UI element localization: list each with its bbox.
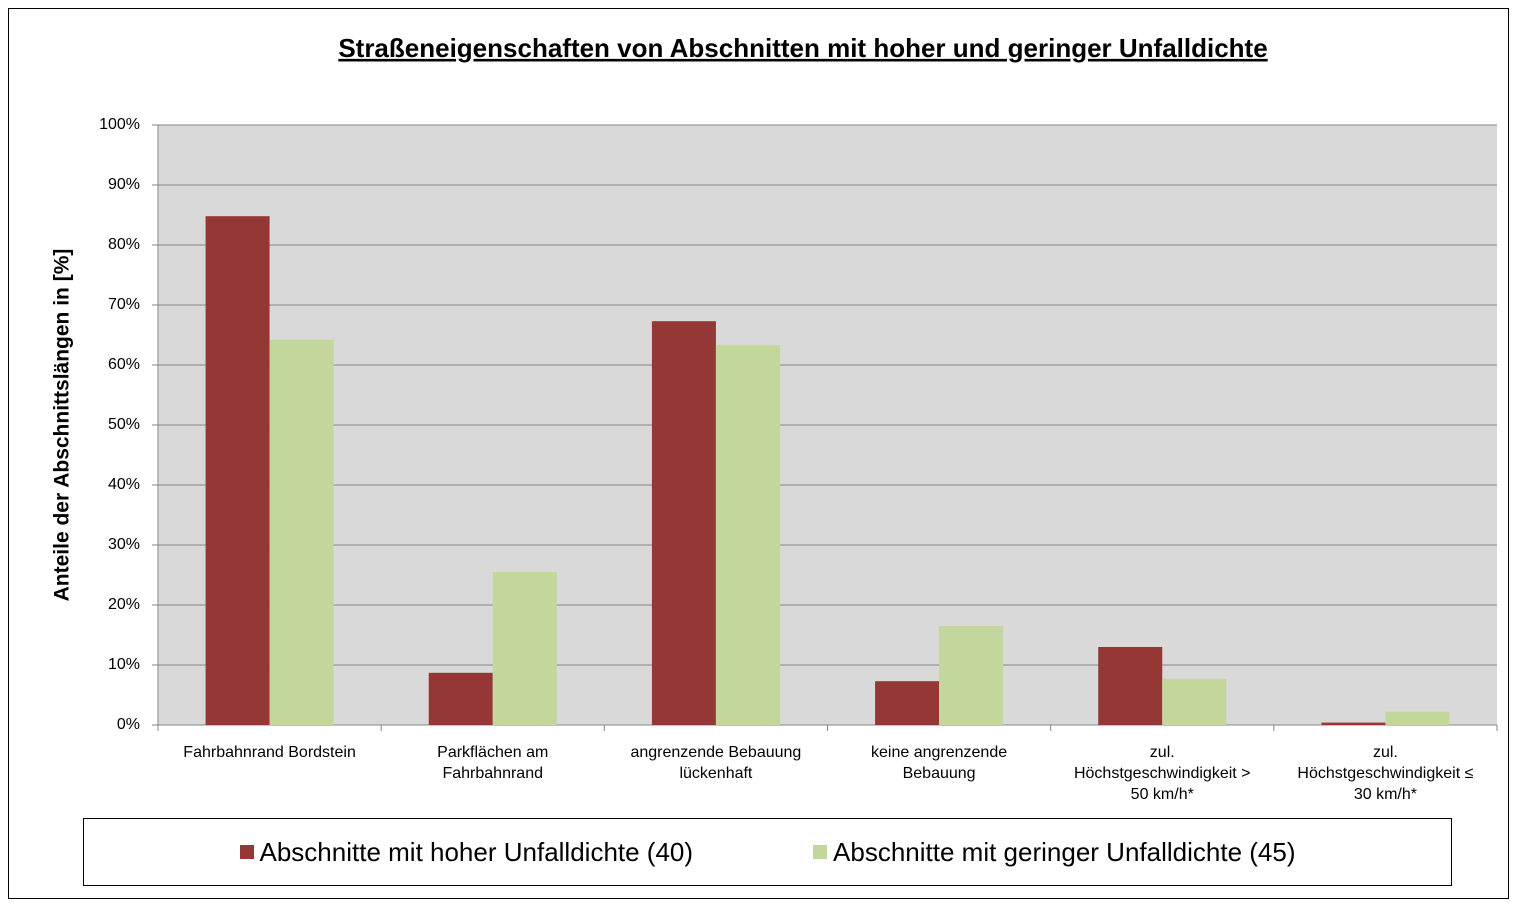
x-tick-label: angrenzende Bebauung lückenhaft [630, 744, 802, 782]
y-tick-label: 100% [99, 116, 140, 133]
chart-border [8, 8, 1509, 899]
y-tick-label: 20% [108, 596, 140, 613]
bar [1385, 711, 1450, 725]
bar [939, 626, 1004, 725]
bar [715, 345, 780, 725]
chart-title: Straßeneigenschaften von Abschnitten mit… [338, 33, 1267, 63]
y-tick-label: 80% [108, 236, 140, 253]
bar [269, 339, 334, 725]
y-tick-label: 90% [108, 176, 140, 193]
bar [1098, 647, 1163, 725]
bar [428, 672, 493, 725]
bar [205, 216, 270, 725]
x-tick-label: keine angrenzende Bebauung [871, 744, 1008, 782]
y-tick-label: 10% [108, 656, 140, 673]
bar [651, 321, 716, 725]
y-tick-label: 70% [108, 296, 140, 313]
bar [492, 572, 557, 725]
y-tick-label: 30% [108, 536, 140, 553]
y-tick-label: 40% [108, 476, 140, 493]
x-tick-label: zul. Höchstgeschwindigkeit ≤ 30 km/h* [1297, 744, 1474, 803]
x-tick-label: zul. Höchstgeschwindigkeit > 50 km/h* [1073, 744, 1251, 803]
bar [1162, 678, 1227, 725]
x-tick-label: Parkflächen am Fahrbahnrand [437, 744, 549, 782]
legend: Abschnitte mit hoher Unfalldichte (40) Ab… [83, 818, 1452, 886]
legend-swatch [813, 845, 828, 859]
x-tick-label: Fahrbahnrand Bordstein [183, 744, 356, 761]
legend-label: Abschnitte mit geringer Unfalldichte (45… [833, 836, 1296, 867]
y-tick-label: 50% [108, 416, 140, 433]
legend-label: Abschnitte mit hoher Unfalldichte (40) [259, 836, 694, 867]
y-axis-label: Anteile der Abschnittslängen in [%] [51, 249, 74, 602]
bar [875, 681, 940, 725]
legend-item: Abschnitte mit hoher Unfalldichte (40) [239, 836, 694, 868]
y-tick-label: 0% [117, 716, 140, 733]
y-tick-label: 60% [108, 356, 140, 373]
legend-swatch [239, 845, 254, 859]
legend-item: Abschnitte mit geringer Unfalldichte (45… [813, 836, 1296, 868]
bar [1321, 722, 1386, 725]
